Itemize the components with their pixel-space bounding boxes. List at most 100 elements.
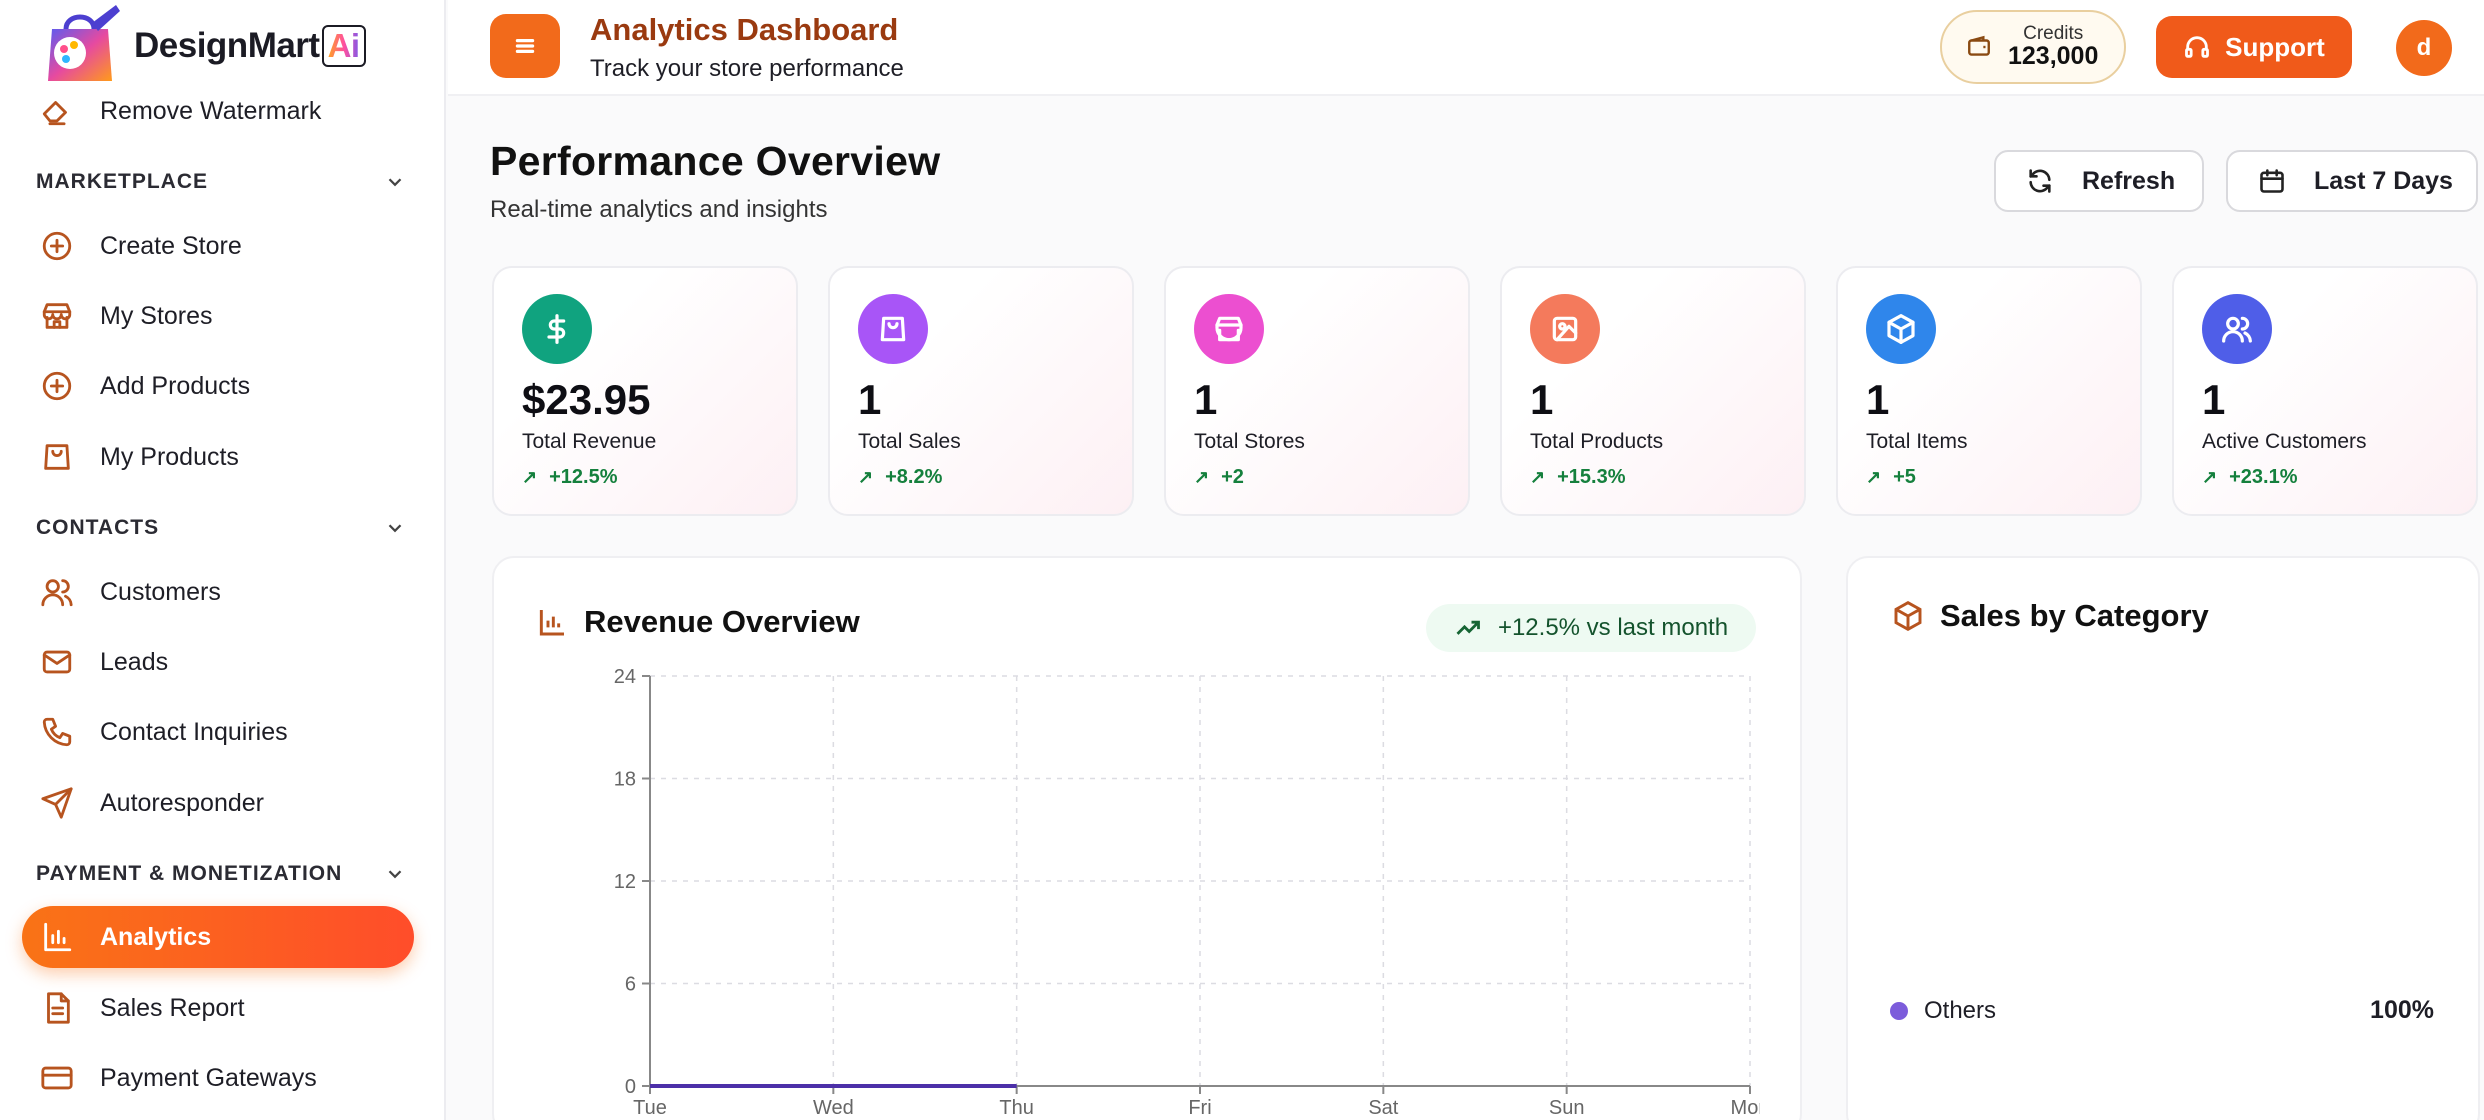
stat-card-total-sales[interactable]: 1 Total Sales ↗ +8.2% bbox=[828, 266, 1134, 516]
stat-card-total-revenue[interactable]: $23.95 Total Revenue ↗ +12.5% bbox=[492, 266, 798, 516]
sidebar-item-label: My Stores bbox=[100, 301, 213, 330]
stat-value: 1 bbox=[1530, 376, 1554, 423]
sidebar-item-customers[interactable]: Customers bbox=[38, 567, 221, 617]
bar-chart-icon bbox=[38, 918, 76, 956]
y-tick-label: 24 bbox=[614, 666, 636, 688]
section-marketplace-toggle[interactable]: MARKETPLACE bbox=[36, 162, 406, 202]
x-tick-label: Mon bbox=[1731, 1097, 1760, 1119]
stat-card-total-stores[interactable]: 1 Total Stores ↗ +2 bbox=[1164, 266, 1470, 516]
sidebar-item-remove-watermark[interactable]: Remove Watermark bbox=[38, 86, 321, 136]
section-title: PAYMENT & MONETIZATION bbox=[36, 862, 343, 885]
store-icon bbox=[1194, 294, 1264, 364]
trend-up-icon: ↗ bbox=[522, 467, 538, 487]
sidebar-item-label: Add Products bbox=[100, 371, 251, 400]
x-tick-label: Tue bbox=[633, 1097, 667, 1119]
section-contacts-toggle[interactable]: CONTACTS bbox=[36, 508, 406, 548]
headset-icon bbox=[2185, 36, 2210, 58]
mail-icon bbox=[38, 643, 76, 681]
users-icon bbox=[38, 573, 76, 611]
credits-label: Credits bbox=[2023, 22, 2084, 44]
image-icon bbox=[1530, 294, 1600, 364]
sidebar-item-analytics[interactable]: Analytics bbox=[38, 912, 211, 962]
package-icon bbox=[1892, 600, 1924, 632]
trend-text: +12.5% vs last month bbox=[1497, 614, 1729, 641]
sidebar-item-payment-gateways[interactable]: Payment Gateways bbox=[38, 1053, 317, 1103]
section-title: MARKETPLACE bbox=[36, 170, 208, 193]
stat-card-total-products[interactable]: 1 Total Products ↗ +15.3% bbox=[1500, 266, 1806, 516]
sidebar-item-label: Sales Report bbox=[100, 993, 245, 1022]
sidebar-item-add-products[interactable]: Add Products bbox=[38, 361, 250, 411]
date-range-button[interactable]: Last 7 Days bbox=[2226, 150, 2478, 212]
stat-value: 1 bbox=[1866, 376, 1890, 423]
bar-chart-icon bbox=[536, 606, 568, 638]
legend-swatch bbox=[1890, 1002, 1908, 1021]
support-label: Support bbox=[2225, 31, 2325, 62]
stat-label: Total Products bbox=[1530, 430, 1664, 453]
store-icon bbox=[38, 297, 76, 335]
y-tick-label: 6 bbox=[625, 974, 636, 996]
trend-up-icon: ↗ bbox=[1194, 467, 1210, 487]
logo[interactable]: DesignMart Ai bbox=[30, 0, 366, 92]
stat-change: ↗ +15.3% bbox=[1530, 466, 1626, 488]
category-legend-item[interactable]: Others 100% bbox=[1890, 996, 2434, 1025]
sidebar-item-label: Leads bbox=[100, 647, 169, 676]
sidebar-item-label: Autoresponder bbox=[100, 788, 265, 817]
legend-name: Others bbox=[1924, 996, 1997, 1024]
stat-value: 1 bbox=[858, 376, 882, 423]
sidebar-item-autoresponder[interactable]: Autoresponder bbox=[38, 778, 264, 828]
dollar-icon bbox=[522, 294, 592, 364]
sidebar-item-contact-inquiries[interactable]: Contact Inquiries bbox=[38, 707, 288, 757]
sidebar-item-my-products[interactable]: My Products bbox=[38, 432, 239, 482]
refresh-button[interactable]: Refresh bbox=[1994, 150, 2204, 212]
section-payment-toggle[interactable]: PAYMENT & MONETIZATION bbox=[36, 854, 406, 894]
sidebar-item-leads[interactable]: Leads bbox=[38, 637, 168, 687]
plus-circle-icon bbox=[38, 367, 76, 405]
menu-toggle-button[interactable] bbox=[490, 14, 560, 78]
sidebar-item-label: Analytics bbox=[100, 922, 212, 951]
x-tick-label: Wed bbox=[813, 1097, 854, 1119]
section-title: CONTACTS bbox=[36, 516, 160, 539]
trend-up-icon: ↗ bbox=[1530, 467, 1546, 487]
menu-icon bbox=[515, 38, 535, 54]
stat-value: $23.95 bbox=[522, 376, 651, 423]
stat-label: Total Stores bbox=[1194, 430, 1305, 453]
sidebar-item-label: Customers bbox=[100, 577, 221, 606]
sidebar-item-label: Create Store bbox=[100, 231, 242, 260]
sidebar-item-label: My Products bbox=[100, 442, 239, 471]
logo-mark-icon bbox=[30, 1, 130, 91]
send-icon bbox=[38, 784, 76, 822]
stat-label: Total Items bbox=[1866, 430, 1968, 453]
sidebar-item-create-store[interactable]: Create Store bbox=[38, 221, 242, 271]
stat-change: ↗ +23.1% bbox=[2202, 466, 2298, 488]
stat-card-active-customers[interactable]: 1 Active Customers ↗ +23.1% bbox=[2172, 266, 2478, 516]
sidebar: DesignMart Ai Remove Watermark MARKETPLAC… bbox=[0, 0, 446, 1120]
dashboard-subtitle: Track your store performance bbox=[590, 55, 904, 82]
wallet-icon bbox=[1968, 35, 1990, 56]
x-tick-label: Fri bbox=[1188, 1097, 1211, 1119]
refresh-label: Refresh bbox=[2082, 166, 2176, 195]
revenue-overview-title: Revenue Overview bbox=[584, 604, 860, 639]
stat-card-total-items[interactable]: 1 Total Items ↗ +5 bbox=[1836, 266, 2142, 516]
calendar-icon bbox=[2260, 169, 2284, 193]
user-avatar[interactable]: d bbox=[2396, 20, 2452, 76]
chevron-down-icon bbox=[388, 178, 402, 187]
x-tick-label: Sat bbox=[1368, 1097, 1398, 1119]
revenue-line-chart: 0 6 12 18 24 Tue Wed Thu Fri Sat Sun Mon bbox=[614, 666, 1760, 1119]
plus-circle-icon bbox=[38, 227, 76, 265]
phone-icon bbox=[38, 713, 76, 751]
credits-value: 123,000 bbox=[2008, 41, 2099, 70]
y-tick-label: 0 bbox=[625, 1076, 636, 1098]
page-title: Performance Overview bbox=[490, 138, 941, 184]
support-button[interactable]: Support bbox=[2156, 16, 2352, 78]
sidebar-item-sales-report[interactable]: Sales Report bbox=[38, 983, 245, 1033]
trend-up-icon: ↗ bbox=[858, 467, 874, 487]
active-item-highlight bbox=[22, 906, 414, 968]
stat-value: 1 bbox=[2202, 376, 2226, 423]
trend-up-icon: ↗ bbox=[2202, 467, 2218, 487]
page-subtitle: Real-time analytics and insights bbox=[490, 196, 828, 223]
stat-change: ↗ +5 bbox=[1866, 466, 1916, 488]
sales-by-category-panel bbox=[1846, 556, 2480, 1120]
credits-badge[interactable]: Credits 123,000 bbox=[1940, 10, 2126, 84]
sidebar-item-my-stores[interactable]: My Stores bbox=[38, 291, 213, 341]
x-tick-label: Thu bbox=[999, 1097, 1033, 1119]
